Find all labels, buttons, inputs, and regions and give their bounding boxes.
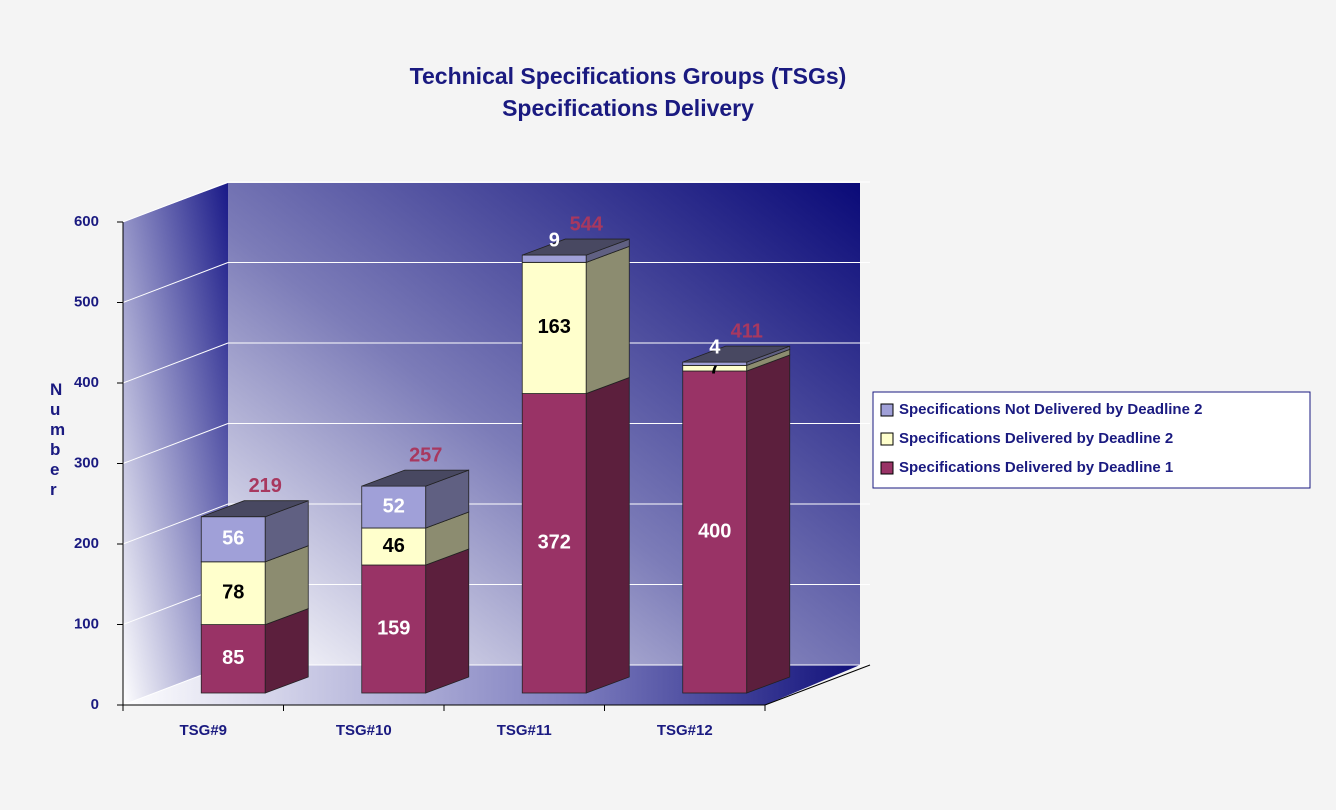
y-tick-label: 600 (74, 213, 99, 230)
bar (361, 485, 427, 529)
legend-box (872, 391, 1311, 489)
data-label: 159 (377, 617, 410, 639)
y-tick-label: 300 (74, 454, 99, 471)
bar-segment (361, 469, 470, 529)
grid-line (122, 423, 229, 464)
bar-side (585, 245, 630, 395)
grid-line (122, 342, 229, 384)
y-tick-label: 0 (91, 696, 99, 713)
data-label: 372 (538, 532, 571, 554)
bar-segment (200, 500, 309, 563)
y-tick-label: 200 (74, 535, 99, 552)
total-label: 411 (731, 320, 763, 342)
y-axis-label: Number (50, 380, 66, 499)
bar (521, 254, 587, 263)
bar (361, 564, 427, 694)
x-tick-label: TSG#11 (497, 722, 552, 739)
grid-line (122, 181, 229, 223)
bar (361, 527, 427, 566)
total-label: 257 (409, 444, 442, 466)
data-label: 46 (383, 535, 405, 557)
legend-swatch (880, 403, 894, 417)
legend-label: Specifications Delivered by Deadline 1 (899, 459, 1173, 476)
bar (200, 561, 266, 625)
data-label: 78 (222, 581, 244, 603)
data-label: 4 (709, 336, 721, 358)
floor-edge (764, 664, 871, 706)
data-label: 9 (549, 229, 560, 251)
legend-swatch (880, 432, 894, 446)
data-label: 163 (538, 316, 571, 338)
chart-title: Technical Specifications Groups (TSGs) (410, 63, 847, 89)
total-label: 219 (249, 475, 282, 497)
bar-side (585, 376, 630, 694)
bar-top (361, 469, 469, 487)
y-tick-label: 400 (74, 374, 99, 391)
grid-line (122, 262, 229, 303)
legend-swatch (880, 461, 894, 475)
bar (200, 624, 266, 694)
bar-segment (682, 345, 791, 366)
y-tick-label: 500 (74, 293, 99, 310)
data-label: 7 (709, 356, 720, 378)
x-tick-label: TSG#9 (179, 722, 227, 739)
y-tick-label: 100 (74, 615, 99, 632)
bar (682, 361, 748, 366)
bar-top (201, 500, 309, 518)
bar-segment (200, 545, 309, 626)
bar-segment (521, 238, 630, 263)
bar (521, 261, 587, 394)
data-label: 52 (383, 495, 405, 517)
total-label: 544 (570, 213, 604, 235)
data-label: 85 (222, 647, 244, 669)
grid-line (122, 503, 229, 545)
bar-top (522, 238, 630, 256)
data-label: 56 (222, 528, 244, 550)
bar (521, 393, 587, 694)
bar-top (682, 345, 790, 363)
bar-side (425, 548, 470, 694)
data-label: 400 (698, 520, 731, 542)
legend-label: Specifications Delivered by Deadline 2 (899, 430, 1173, 447)
x-tick-label: TSG#12 (657, 722, 713, 739)
bar-segment (521, 376, 630, 694)
chart-subtitle: Specifications Delivery (502, 95, 754, 121)
bar-side (746, 354, 791, 694)
legend-label: Specifications Not Delivered by Deadline… (899, 401, 1202, 418)
x-tick-label: TSG#10 (336, 722, 392, 739)
